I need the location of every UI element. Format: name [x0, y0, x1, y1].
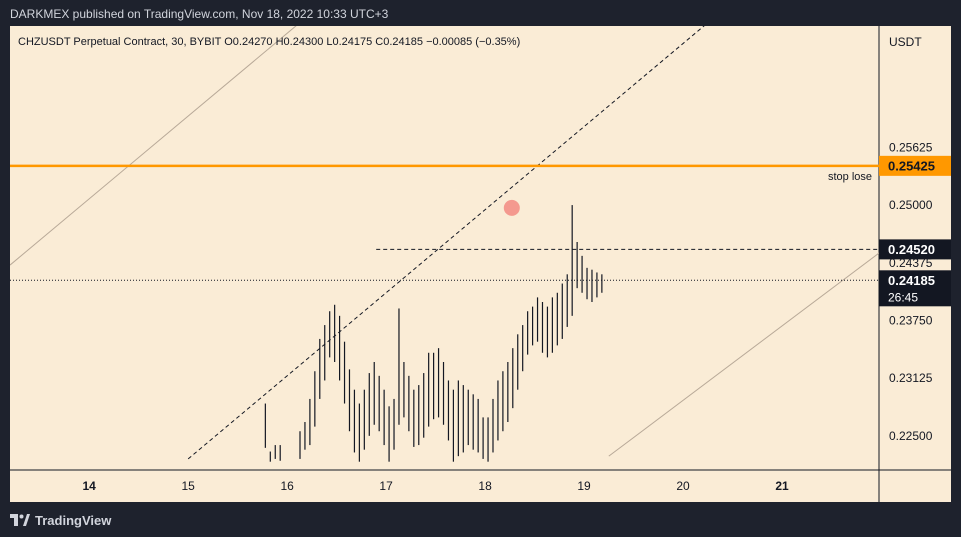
channel-lower-line: [608, 252, 879, 457]
time-tick-label: 14: [83, 479, 97, 493]
price-axis-unit: USDT: [889, 35, 922, 49]
stop-level-price-label: 0.25425: [888, 158, 935, 173]
price-tick-label: 0.23750: [889, 313, 933, 327]
dashed-level-price-label: 0.24520: [888, 242, 935, 257]
footer-brand[interactable]: TradingView: [10, 511, 111, 529]
time-tick-label: 21: [775, 479, 789, 493]
footer-brand-text: TradingView: [35, 512, 112, 528]
publisher-line: DARKMEX published on TradingView.com, No…: [10, 7, 389, 21]
time-tick-label: 19: [577, 479, 591, 493]
price-tick-label: 0.22500: [889, 429, 933, 443]
last-price-label-bg: [879, 270, 951, 307]
price-tick-label: 0.23125: [889, 371, 933, 385]
chart-frame: USDT 0.25625 0.25000 0.24375 0.23750 0.23125 0…: [10, 26, 951, 502]
time-tick-label: 18: [478, 479, 492, 493]
last-price-label: 0.24185: [888, 273, 935, 288]
bar-countdown-label: 26:45: [888, 290, 918, 304]
symbol-ohlc-line: CHZUSDT Perpetual Contract, 30, BYBIT O0…: [18, 36, 520, 48]
channel-upper-line: [10, 26, 297, 266]
price-tick-label: 0.25000: [889, 198, 933, 212]
high-marker-circle: [503, 199, 520, 216]
tradingview-logo-icon: [10, 514, 30, 526]
price-tick-label: 0.25625: [889, 140, 933, 154]
time-tick-label: 16: [280, 479, 294, 493]
dashed-level-price-label-bg: [879, 239, 951, 260]
time-tick-label: 17: [379, 479, 393, 493]
chart-canvas[interactable]: USDT0.256250.250000.243750.237500.231250…: [10, 26, 951, 502]
time-tick-label: 15: [181, 479, 195, 493]
dashed-trendline: [187, 26, 705, 460]
stop-level-annotation: stop lose: [828, 171, 872, 183]
time-tick-label: 20: [676, 479, 690, 493]
stop-level-price-label-bg: [879, 155, 951, 176]
